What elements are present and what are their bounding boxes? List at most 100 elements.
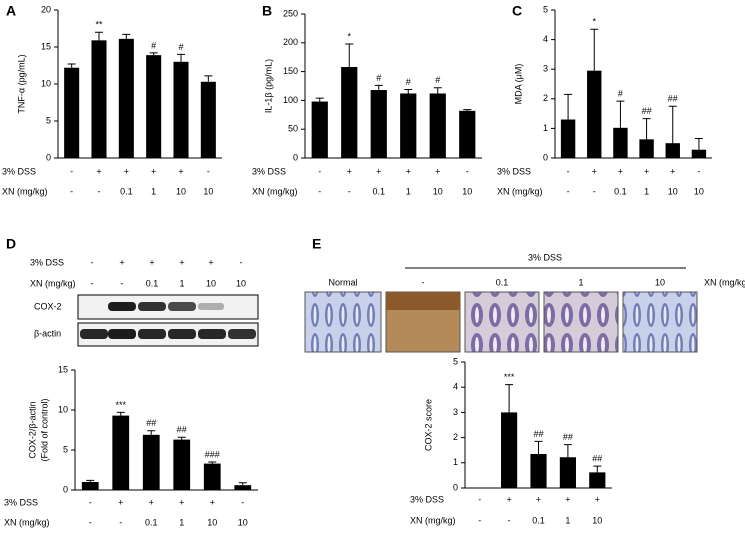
y-tick-label: 5 bbox=[543, 4, 548, 14]
treatment-label: - bbox=[478, 515, 481, 525]
bar bbox=[311, 101, 328, 158]
significance: # bbox=[406, 77, 411, 87]
bar bbox=[118, 38, 134, 158]
axis-label: XN (mg/kg) bbox=[704, 277, 745, 287]
error-bar bbox=[404, 88, 413, 94]
y-tick-label: 2 bbox=[453, 432, 458, 442]
significance: ### bbox=[205, 449, 220, 459]
histology-images bbox=[304, 291, 698, 353]
treatment-label: 10 bbox=[207, 517, 217, 527]
error-bar bbox=[668, 105, 677, 144]
y-tick-label: 3 bbox=[453, 407, 458, 417]
bar bbox=[91, 40, 107, 159]
significance: *** bbox=[504, 372, 515, 382]
treatment-label: + bbox=[618, 166, 623, 176]
treatment-label: 10 bbox=[236, 278, 246, 288]
panel-label: D bbox=[6, 236, 16, 252]
y-axis-label: MDA (μM) bbox=[513, 64, 523, 105]
significance: # bbox=[151, 40, 156, 50]
treatment-label: 1 bbox=[644, 186, 649, 196]
bar bbox=[530, 453, 547, 488]
treatment-label: + bbox=[565, 494, 570, 504]
panel-label: A bbox=[6, 3, 16, 19]
group-label: 3% DSS bbox=[528, 252, 562, 262]
panel-label: E bbox=[312, 236, 321, 252]
row-label: 3% DSS bbox=[252, 166, 286, 176]
treatment-label: 1 bbox=[406, 186, 411, 196]
y-tick-label: 250 bbox=[283, 8, 298, 18]
treatment-label: - bbox=[89, 497, 92, 507]
bar bbox=[691, 149, 707, 158]
treatment-label: + bbox=[208, 257, 213, 267]
treatment-label: + bbox=[506, 494, 511, 504]
y-tick-label: 3 bbox=[543, 64, 548, 74]
panel-label: C bbox=[512, 3, 522, 19]
bar bbox=[81, 482, 99, 490]
significance: # bbox=[435, 75, 440, 85]
significance: ## bbox=[642, 106, 652, 116]
error-bar bbox=[177, 53, 185, 62]
error-bar bbox=[116, 411, 125, 416]
significance: *** bbox=[115, 400, 126, 410]
y-tick-label: 50 bbox=[288, 124, 298, 134]
y-axis-label: COX-2/β-actin bbox=[27, 401, 37, 458]
treatment-label: 10 bbox=[238, 517, 248, 527]
significance: ## bbox=[533, 429, 543, 439]
significance: # bbox=[618, 89, 623, 99]
error-bar bbox=[204, 75, 213, 82]
bar bbox=[665, 143, 680, 158]
row-label: XN (mg/kg) bbox=[410, 515, 456, 525]
treatment-label: 0.1 bbox=[120, 186, 133, 196]
treatment-label: + bbox=[119, 257, 124, 267]
error-bar bbox=[374, 84, 383, 91]
error-bar bbox=[177, 436, 186, 440]
treatment-label: + bbox=[536, 494, 541, 504]
row-label: 3% DSS bbox=[30, 257, 64, 267]
treatment-label: - bbox=[318, 186, 321, 196]
treatment-label: 1 bbox=[151, 186, 156, 196]
error-bar bbox=[238, 482, 247, 486]
y-tick-label: 5 bbox=[453, 356, 458, 366]
treatment-label: - bbox=[697, 166, 700, 176]
treatment-label: 1 bbox=[179, 278, 184, 288]
treatment-label: 0.1 bbox=[532, 515, 545, 525]
treatment-label: - bbox=[466, 166, 469, 176]
significance: # bbox=[376, 73, 381, 83]
treatment-label: - bbox=[567, 166, 570, 176]
error-bar bbox=[642, 118, 651, 140]
error-bar bbox=[433, 87, 442, 94]
error-bar bbox=[147, 430, 156, 435]
bar bbox=[370, 90, 387, 158]
treatment-label: 10 bbox=[592, 515, 602, 525]
error-bar bbox=[534, 440, 543, 454]
y-tick-label: 200 bbox=[283, 37, 298, 47]
treatment-label: - bbox=[593, 186, 596, 196]
treatment-label: + bbox=[406, 166, 411, 176]
error-bar bbox=[590, 28, 599, 71]
blot-bands bbox=[80, 302, 256, 339]
y-tick-label: 4 bbox=[543, 34, 548, 44]
bar bbox=[613, 127, 628, 158]
bar bbox=[173, 61, 189, 158]
treatment-label: 0.1 bbox=[614, 186, 627, 196]
bar bbox=[559, 457, 576, 488]
y-axis-label: (Fold of control) bbox=[39, 398, 49, 461]
y-tick-label: 5 bbox=[46, 115, 51, 125]
y-tick-label: 0 bbox=[63, 484, 68, 494]
row-label: XN (mg/kg) bbox=[497, 186, 543, 196]
y-tick-label: 10 bbox=[41, 78, 51, 88]
treatment-label: + bbox=[149, 497, 154, 507]
row-label: XN (mg/kg) bbox=[2, 186, 48, 196]
error-bar bbox=[149, 52, 158, 56]
y-tick-label: 20 bbox=[41, 4, 51, 14]
treatment-label: - bbox=[89, 517, 92, 527]
treatment-label: - bbox=[91, 257, 94, 267]
y-tick-label: 1 bbox=[453, 457, 458, 467]
treatment-label: + bbox=[178, 166, 183, 176]
image-label: 1 bbox=[578, 277, 583, 287]
treatment-label: + bbox=[376, 166, 381, 176]
bar bbox=[587, 70, 602, 158]
y-tick-label: 1 bbox=[543, 123, 548, 133]
image-label: 10 bbox=[655, 277, 665, 287]
